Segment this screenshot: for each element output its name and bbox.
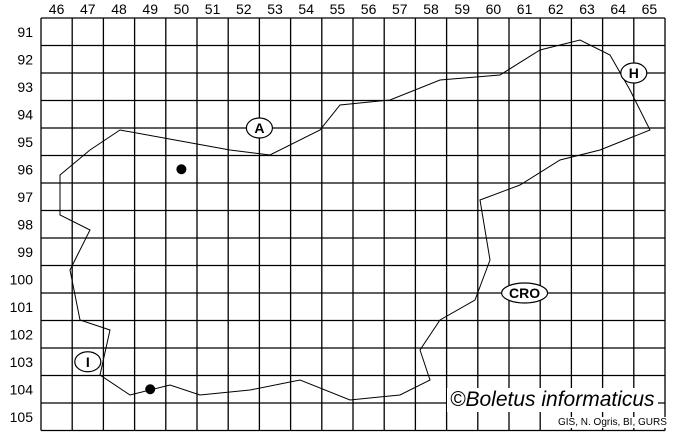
column-label: 54 — [298, 1, 314, 17]
country-label: I — [86, 354, 90, 370]
column-label: 58 — [423, 1, 439, 17]
row-label: 91 — [17, 24, 33, 40]
row-label: 99 — [17, 244, 33, 260]
row-label: 105 — [10, 409, 34, 425]
row-label: 96 — [17, 161, 33, 177]
country-label: A — [254, 120, 264, 136]
row-label: 98 — [17, 216, 33, 232]
column-label: 65 — [642, 1, 658, 17]
column-label: 53 — [267, 1, 283, 17]
row-label: 104 — [10, 381, 34, 397]
country-label-oval — [245, 117, 273, 139]
column-label: 52 — [236, 1, 252, 17]
country-border — [59, 39, 651, 401]
column-label: 64 — [610, 1, 626, 17]
column-label: 56 — [361, 1, 377, 17]
column-label: 62 — [548, 1, 564, 17]
column-label: 63 — [579, 1, 595, 17]
column-label: 51 — [205, 1, 221, 17]
row-label: 93 — [17, 79, 33, 95]
column-label: 46 — [49, 1, 65, 17]
column-label: 60 — [486, 1, 502, 17]
column-label: 49 — [142, 1, 158, 17]
column-label: 50 — [174, 1, 190, 17]
column-label: 48 — [111, 1, 127, 17]
country-label-oval — [74, 351, 102, 373]
column-label: 59 — [454, 1, 470, 17]
row-label: 92 — [17, 51, 33, 67]
credit-text: ©Boletus informaticus — [447, 388, 658, 412]
country-label-oval — [620, 62, 648, 84]
record-marker — [145, 384, 156, 395]
row-label: 97 — [17, 189, 33, 205]
country-label: H — [629, 65, 639, 81]
row-label: 101 — [10, 299, 34, 315]
record-marker — [176, 164, 187, 175]
row-label: 103 — [10, 354, 34, 370]
column-label: 47 — [80, 1, 96, 17]
row-label: 100 — [10, 271, 34, 287]
row-label: 102 — [10, 326, 34, 342]
country-label-oval — [500, 282, 549, 304]
country-label: CRO — [509, 285, 540, 301]
row-label: 95 — [17, 134, 33, 150]
column-label: 61 — [517, 1, 533, 17]
row-label: 94 — [17, 106, 33, 122]
column-label: 55 — [330, 1, 346, 17]
column-label: 57 — [392, 1, 408, 17]
source-text: GIS, N. Ogris, BI, GURS — [556, 417, 669, 428]
